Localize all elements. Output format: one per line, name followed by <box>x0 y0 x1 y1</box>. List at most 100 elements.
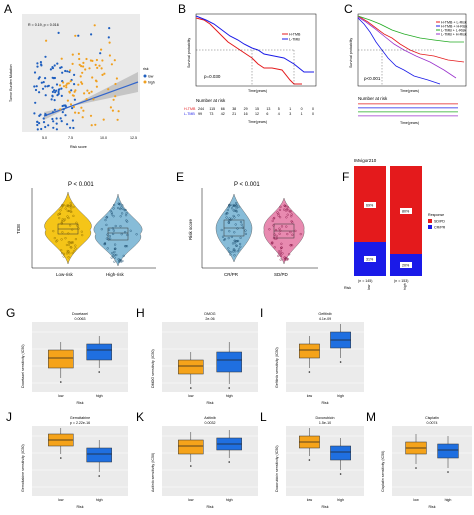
dot-low <box>77 227 80 230</box>
box-high <box>86 343 112 361</box>
dot-high <box>106 233 109 236</box>
point-outlier <box>57 31 60 34</box>
risk-row-label-1: H-TMB <box>184 107 196 111</box>
point-low <box>44 85 47 88</box>
point-high <box>80 81 83 84</box>
dot-sdpd <box>285 225 288 228</box>
dot-high <box>112 215 115 218</box>
dot-sdpd <box>272 224 275 227</box>
dot-sdpd <box>272 217 275 220</box>
point-low <box>60 120 63 123</box>
point-low <box>69 126 72 129</box>
point-low <box>36 62 39 65</box>
dot-high <box>119 215 122 218</box>
y-axis-label: Cisplatin sensitivity (IC50) <box>381 451 385 492</box>
point-high <box>109 106 112 109</box>
drug-title: Gemcitabine <box>70 416 90 420</box>
x-cat-sd: SD/PD <box>274 272 289 277</box>
dot-low <box>65 204 68 207</box>
point-low <box>73 98 76 101</box>
regression-line <box>43 81 139 117</box>
dot-sdpd <box>299 232 302 236</box>
point-high <box>85 98 88 101</box>
point-low <box>33 112 36 115</box>
point-low <box>53 64 56 67</box>
legend-sdpd-swatch <box>428 219 432 223</box>
label-bg <box>364 202 376 208</box>
point-low <box>66 123 69 126</box>
risk-cell: 38 <box>232 107 236 111</box>
drug-title: Cisplatin <box>425 416 439 420</box>
stat-label: 0.0063 <box>75 317 86 321</box>
dot-high <box>112 207 115 210</box>
point-low <box>47 124 50 127</box>
point-high <box>78 57 81 61</box>
outlier-low <box>415 467 417 469</box>
dot-low <box>60 220 64 223</box>
plot-background <box>32 322 128 392</box>
point-high <box>103 72 106 75</box>
point-low <box>71 119 74 122</box>
legend-title: Response <box>428 213 444 217</box>
dot-crpr <box>232 248 235 251</box>
point-high <box>114 82 117 86</box>
point-low <box>39 61 43 64</box>
dot-low <box>69 246 72 249</box>
dot-sdpd <box>274 228 278 232</box>
box-high <box>86 447 112 463</box>
outlier-low <box>190 465 192 467</box>
risk-cell: 1 <box>289 107 291 111</box>
dot-low <box>64 207 67 210</box>
dot-low <box>53 236 56 240</box>
stat-label: 0.0032 <box>205 421 216 425</box>
point-low <box>55 122 58 125</box>
box-high <box>437 443 459 459</box>
point-high <box>88 67 91 70</box>
point-low <box>60 87 63 90</box>
point-high <box>113 59 116 62</box>
point-low <box>35 85 38 88</box>
x-tick-1: 5.0 <box>42 136 47 140</box>
risk-row-label-2: L-TMB <box>184 112 195 116</box>
plot-background <box>392 426 472 496</box>
dot-high <box>113 260 116 263</box>
dot-high <box>105 223 108 226</box>
point-low <box>38 122 41 125</box>
point-low <box>55 117 58 120</box>
dot-sdpd <box>271 219 274 222</box>
point-low <box>42 121 46 124</box>
bar-high-top-pct: 80% <box>402 210 410 214</box>
dot-crpr <box>227 219 231 222</box>
x-axis-label: Risk <box>77 401 84 405</box>
dot-sdpd <box>283 204 286 207</box>
point-low <box>59 66 62 69</box>
x-axis-label: Risk <box>207 505 214 509</box>
dot-high <box>129 229 132 232</box>
point-low <box>44 94 47 97</box>
dot-sdpd <box>286 213 289 216</box>
km-curve-2 <box>357 17 441 85</box>
point-low <box>70 89 73 92</box>
outlier-low <box>308 371 311 373</box>
point-low <box>34 88 38 92</box>
dot-low <box>75 221 78 224</box>
dot-low <box>68 205 71 208</box>
dot-crpr <box>234 209 238 212</box>
point-low <box>64 114 67 117</box>
dot-high <box>119 225 122 228</box>
dot-low <box>60 252 64 255</box>
dot-high <box>110 211 113 214</box>
risk-cell: 15 <box>255 107 259 111</box>
dot-crpr <box>233 239 236 242</box>
plot-background <box>32 426 128 496</box>
dot-high <box>124 245 127 248</box>
x-cat-high: high <box>337 498 344 502</box>
panel-b-km: p=0.030 H-TMB L-TMB Survival probability… <box>184 13 317 124</box>
point-high <box>65 84 68 87</box>
point-high <box>65 86 68 89</box>
y-axis-label: Gefitinib sensitivity (IC50) <box>275 347 279 388</box>
dot-sdpd <box>291 233 294 236</box>
dot-crpr <box>239 236 242 239</box>
point-outlier <box>108 54 111 57</box>
